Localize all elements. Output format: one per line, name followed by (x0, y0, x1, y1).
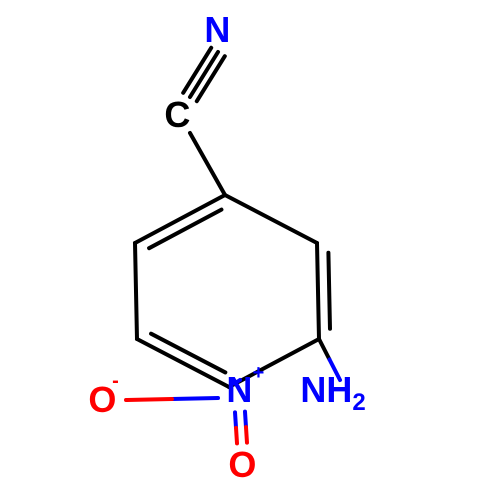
molecule-diagram: NCNH2N+O-O (0, 0, 500, 500)
atom-NH2: NH2 (300, 369, 365, 417)
atom-O2: O (228, 444, 256, 486)
bond-svg (0, 0, 500, 500)
atom-N_nitrile: N (204, 9, 230, 51)
charge-N_nitro: + (253, 362, 265, 385)
charge-O1: - (112, 370, 119, 393)
atom-N_nitro: N (226, 369, 252, 411)
atom-C_nitrile: C (164, 94, 190, 136)
